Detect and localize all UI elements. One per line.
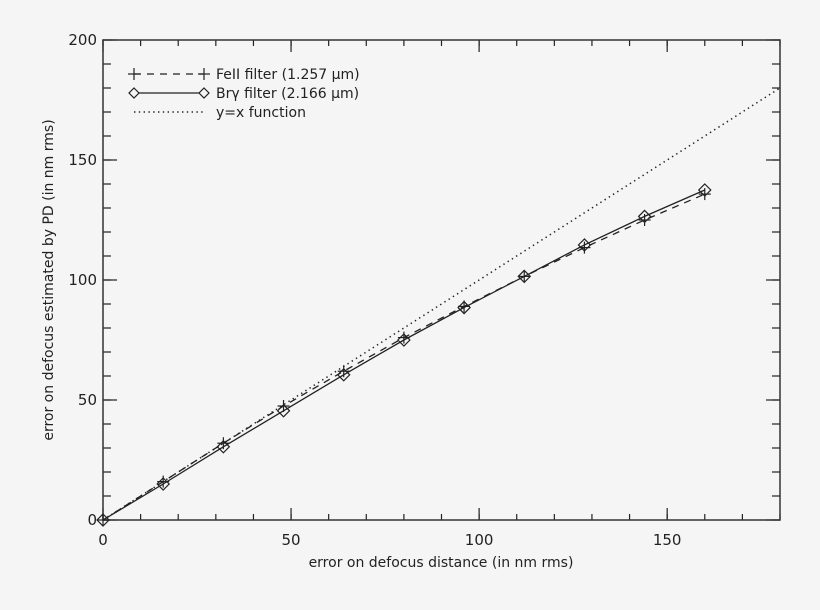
legend-item-yx: y=x function	[134, 105, 306, 121]
diamond-marker-icon	[457, 300, 471, 315]
tick-labels: 0 50 100 150 0 50 100 150 200	[68, 31, 681, 549]
series-2	[102, 87, 781, 521]
series-line	[102, 193, 706, 521]
legend-item-feii: FeII filter (1.257 μm)	[128, 67, 360, 83]
series-layer	[96, 87, 781, 527]
x-tick-label: 50	[282, 531, 301, 549]
minor-ticks	[102, 39, 781, 521]
y-tick-label: 100	[68, 271, 97, 289]
legend-label: y=x function	[216, 105, 306, 121]
plot-frame	[102, 39, 781, 521]
diamond-marker-icon	[96, 513, 110, 527]
y-tick-label: 200	[68, 31, 97, 49]
diamond-marker-icon	[156, 477, 171, 491]
legend-label: Brγ filter (2.166 μm)	[216, 86, 359, 102]
y-tick-label: 50	[78, 391, 97, 409]
diamond-marker-icon	[336, 367, 351, 382]
plus-marker-icon	[698, 188, 711, 201]
diamond-marker-icon	[216, 439, 231, 454]
major-ticks	[102, 39, 780, 521]
y-tick-label: 0	[87, 511, 97, 529]
series-0	[97, 188, 711, 526]
y-tick-label: 150	[68, 151, 97, 169]
x-axis-title: error on defocus distance (in nm rms)	[309, 555, 574, 571]
diamond-marker-icon	[517, 269, 532, 284]
x-tick-label: 0	[98, 531, 108, 549]
diamond-marker-icon	[128, 87, 210, 99]
plus-marker-icon	[128, 68, 210, 80]
plus-marker-icon	[277, 400, 290, 412]
x-tick-label: 150	[653, 531, 682, 549]
diamond-marker-icon	[637, 209, 652, 224]
series-1	[96, 183, 712, 527]
diamond-marker-icon	[577, 238, 592, 252]
x-tick-label: 100	[465, 531, 494, 549]
legend-item-brgamma: Brγ filter (2.166 μm)	[128, 86, 359, 102]
y-axis-title: error on defocus estimated by PD (in nm …	[41, 119, 57, 440]
diamond-marker-icon	[276, 403, 291, 418]
diamond-marker-icon	[397, 333, 411, 347]
legend: FeII filter (1.257 μm) Brγ filter (2.166…	[128, 67, 360, 121]
series-line	[102, 189, 706, 521]
diamond-marker-icon	[697, 183, 712, 197]
legend-label: FeII filter (1.257 μm)	[216, 67, 360, 83]
series-line	[102, 87, 781, 521]
